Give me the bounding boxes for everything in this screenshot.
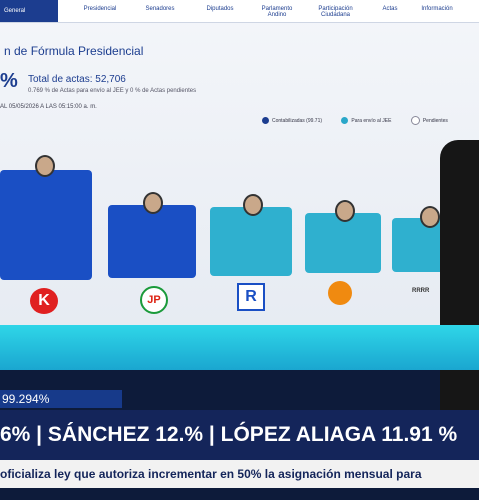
nav-tab[interactable]: Diputados: [206, 6, 234, 12]
nav-tab[interactable]: Presidencial: [70, 6, 130, 12]
legend-label: Contabilizadas (99.71): [272, 117, 323, 124]
candidate-bar: [305, 213, 381, 273]
brand: General: [0, 0, 58, 22]
nav-bar: General Presidencial Senadores Diputados…: [0, 0, 479, 23]
candidate-bar: [108, 205, 196, 278]
legend-label: Para envío al JEE: [351, 117, 392, 124]
note: 0.769 % de Actas para envío al JEE y 0 %…: [28, 88, 197, 94]
legend-label: Pendientes: [422, 117, 448, 124]
nav-tab[interactable]: Información: [421, 6, 453, 12]
candidate-bar: [0, 170, 92, 280]
candidate-photo: [420, 206, 440, 228]
legend-item: Contabilizadas (99.71): [262, 117, 323, 124]
legend: Contabilizadas (99.71) Para envío al JEE…: [262, 116, 448, 125]
percent-sign: %: [0, 70, 18, 92]
party-logo: R: [237, 283, 265, 311]
party-logo: RRRR: [412, 288, 430, 294]
progress: 99.294%: [0, 390, 122, 408]
legend-item: Pendientes: [410, 116, 448, 125]
total-actas: Total de actas: 52,706: [28, 74, 126, 85]
nav-tab[interactable]: Senadores: [145, 6, 175, 12]
party-logo: JP: [140, 286, 168, 314]
screen-band: [0, 325, 479, 370]
ticker: 6% | SÁNCHEZ 12.% | LÓPEZ ALIAGA 11.91 %: [0, 410, 479, 460]
party-logo-sun: [328, 281, 352, 305]
candidate-photo: [243, 194, 263, 216]
title: n de Fórmula Presidencial: [4, 44, 144, 58]
nav-tab[interactable]: Participación Ciudadana: [318, 6, 353, 18]
crawl: oficializa ley que autoriza incrementar …: [0, 460, 479, 488]
nav-tab[interactable]: Parlamento Andino: [261, 6, 293, 18]
candidate-photo: [143, 192, 163, 214]
timestamp: AL 05/05/2026 A LAS 05:15:00 a. m.: [0, 104, 97, 110]
candidate-bar: [210, 207, 292, 276]
candidate-photo: [335, 200, 355, 222]
candidate-photo: [35, 155, 55, 177]
nav-tab[interactable]: Actas: [382, 6, 398, 12]
party-logo: K: [30, 288, 58, 314]
legend-item: Para envío al JEE: [341, 117, 392, 124]
